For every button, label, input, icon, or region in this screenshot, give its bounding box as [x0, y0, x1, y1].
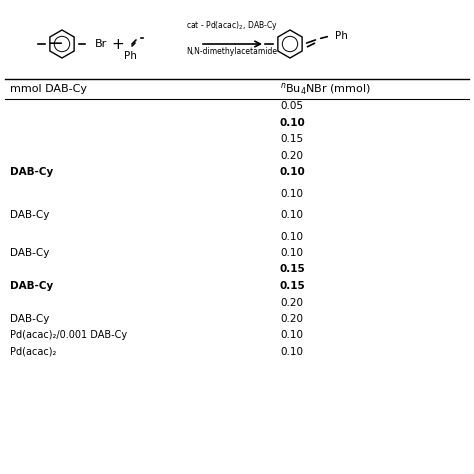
Text: 0.10: 0.10 [280, 347, 303, 357]
Text: N,N-dimethylacetamide: N,N-dimethylacetamide [186, 47, 277, 56]
Text: 0.05: 0.05 [280, 101, 303, 111]
Text: 0.15: 0.15 [280, 281, 306, 291]
Text: 0.20: 0.20 [280, 314, 303, 324]
Text: 0.20: 0.20 [280, 298, 303, 308]
Text: DAB-Cy: DAB-Cy [10, 167, 53, 177]
Text: DAB-Cy: DAB-Cy [10, 210, 49, 220]
Text: Ph: Ph [335, 31, 348, 41]
Text: Pd(acac)₂: Pd(acac)₂ [10, 347, 56, 357]
Text: 0.10: 0.10 [280, 231, 303, 241]
Text: 0.10: 0.10 [280, 167, 306, 177]
Text: ─: ─ [49, 35, 61, 54]
Text: 0.10: 0.10 [280, 248, 303, 258]
Text: 0.10: 0.10 [280, 210, 303, 220]
Text: 0.15: 0.15 [280, 134, 303, 144]
Text: 0.10: 0.10 [280, 118, 306, 128]
Text: Ph: Ph [124, 51, 137, 61]
Text: +: + [111, 36, 124, 52]
Text: DAB-Cy: DAB-Cy [10, 314, 49, 324]
Text: Pd(acac)₂/0.001 DAB-Cy: Pd(acac)₂/0.001 DAB-Cy [10, 330, 127, 340]
Text: cat - Pd(acac)$_2$, DAB-Cy: cat - Pd(acac)$_2$, DAB-Cy [186, 19, 278, 32]
Text: 0.10: 0.10 [280, 330, 303, 340]
Text: DAB-Cy: DAB-Cy [10, 281, 53, 291]
Text: 0.20: 0.20 [280, 151, 303, 161]
Text: $^{n}$Bu$_{4}$NBr (mmol): $^{n}$Bu$_{4}$NBr (mmol) [280, 81, 371, 97]
Text: Br: Br [95, 39, 107, 49]
Text: 0.10: 0.10 [280, 189, 303, 199]
Text: mmol DAB-Cy: mmol DAB-Cy [10, 84, 87, 94]
Text: 0.15: 0.15 [280, 264, 306, 274]
Text: DAB-Cy: DAB-Cy [10, 248, 49, 258]
